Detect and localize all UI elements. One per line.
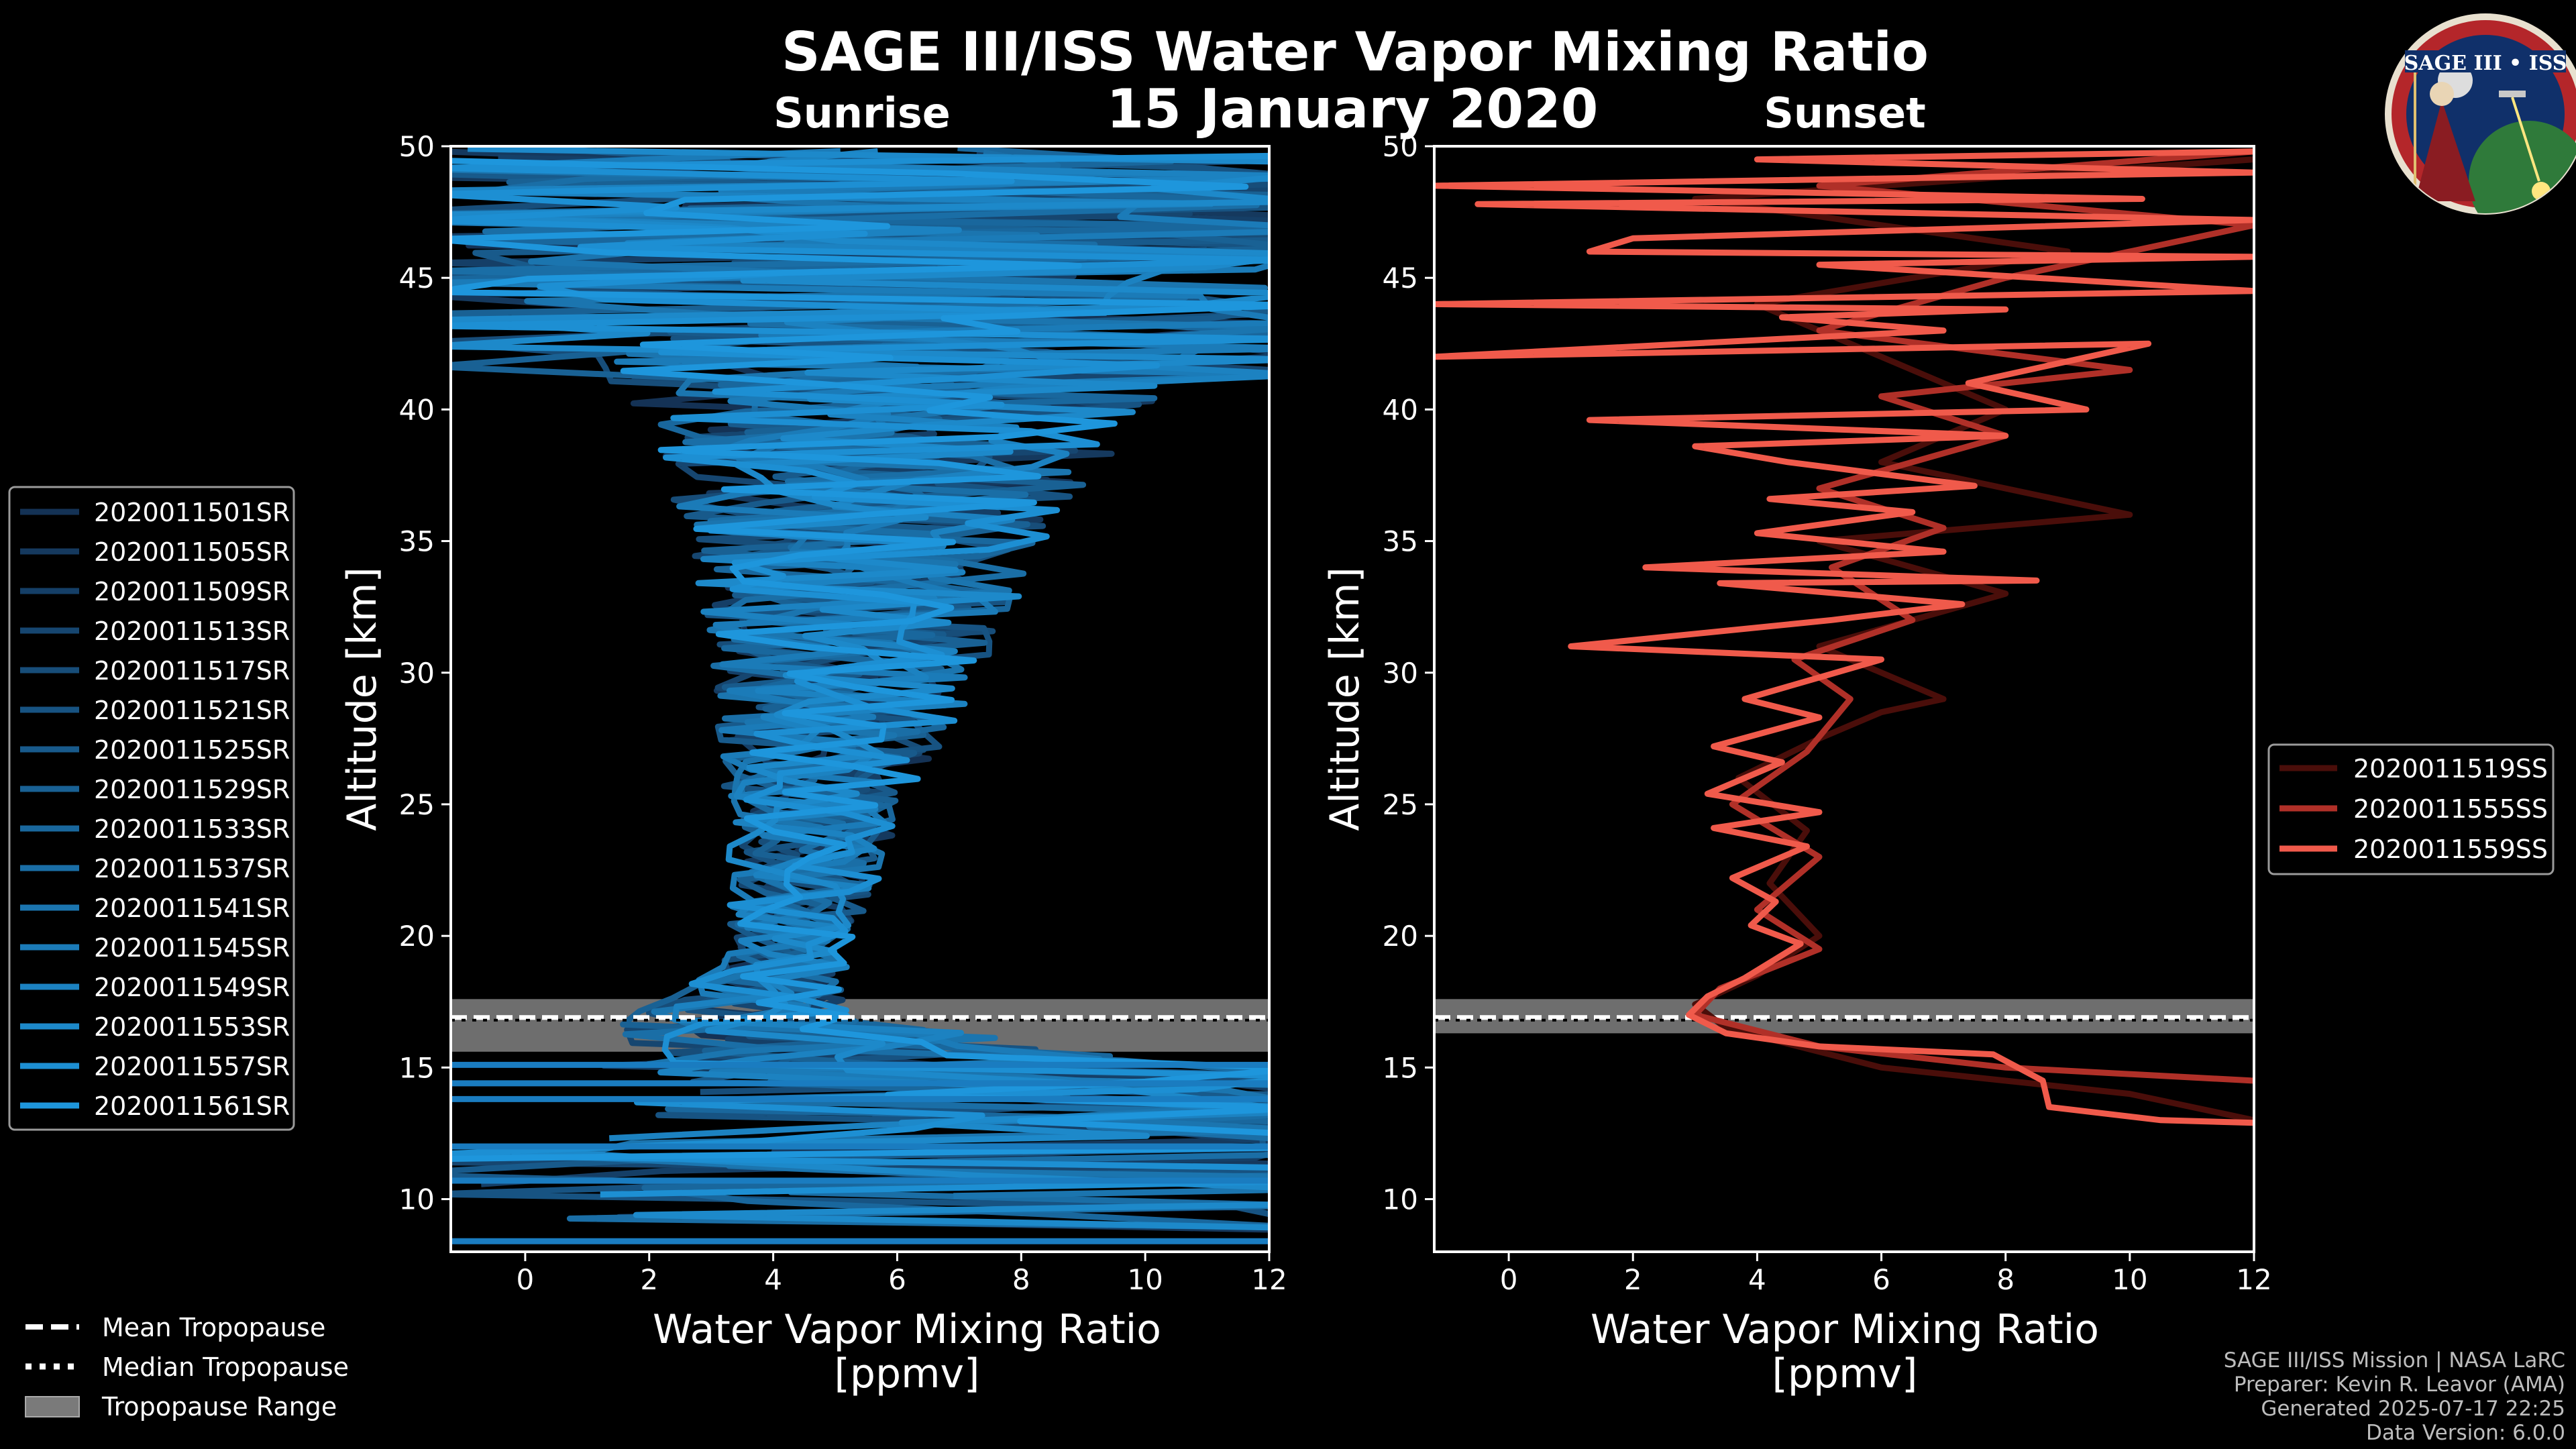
tropopause-legend: Mean Tropopause Median Tropopause Tropop… <box>25 1313 349 1421</box>
sunrise-legend-label: 2020011541SR <box>94 894 290 923</box>
sunset-ytick-label: 35 <box>1383 525 1418 558</box>
sunset-legend: 2020011519SS 2020011555SS 2020011559SS <box>2267 743 2555 875</box>
sunset-ytick-label: 45 <box>1383 262 1418 294</box>
iss-icon <box>2499 91 2526 97</box>
sunrise-ytick-label: 30 <box>399 657 435 690</box>
sunrise-legend-label: 2020011561SR <box>94 1091 290 1121</box>
sunrise-legend-label: 2020011525SR <box>94 735 290 765</box>
tropopause-range-label: Tropopause Range <box>101 1392 337 1421</box>
sunrise-legend-label: 2020011509SR <box>94 577 290 606</box>
sunrise-subtitle: Sunrise <box>773 89 951 138</box>
sunrise-xlabel-line1: Water Vapor Mixing Ratio <box>653 1306 1161 1353</box>
sunset-ylabel: Altitude [km] <box>1322 567 1368 831</box>
date-title: 15 January 2020 <box>1107 78 1599 140</box>
sunset-legend-label: 2020011519SS <box>2353 754 2548 784</box>
sunset-tropopause-range <box>1434 999 2254 1034</box>
sunset-ytick-label: 50 <box>1383 130 1418 163</box>
sunset-xtick-label: 4 <box>1748 1263 1766 1296</box>
sunset-subtitle: Sunset <box>1764 89 1926 138</box>
logo-text: SAGE III • ISS <box>2404 52 2567 75</box>
sunrise-legend-label: 2020011545SR <box>94 933 290 963</box>
sunrise-ytick-label: 20 <box>399 920 435 953</box>
sunset-legend-label: 2020011555SS <box>2353 794 2548 824</box>
sunrise-xtick-label: 6 <box>888 1263 906 1296</box>
footer-line-2: Preparer: Kevin R. Leavor (AMA) <box>2234 1373 2565 1397</box>
sunrise-xtick-label: 12 <box>1251 1263 1287 1296</box>
sunrise-profiles <box>451 146 1269 1244</box>
sunset-xtick-label: 12 <box>2236 1263 2271 1296</box>
sunrise-xtick-label: 10 <box>1127 1263 1163 1296</box>
sunset-xtick-label: 2 <box>1624 1263 1642 1296</box>
sunrise-legend-label: 2020011553SR <box>94 1012 290 1042</box>
mission-logo: SAGE III • ISS <box>2385 13 2576 215</box>
footer-line-3: Generated 2025-07-17 22:25 <box>2261 1397 2565 1421</box>
sunset-xtick-label: 8 <box>1996 1263 2015 1296</box>
sunrise-legend-box <box>8 486 295 1131</box>
sunrise-legend-label: 2020011517SR <box>94 656 290 686</box>
figure-title: SAGE III/ISS Water Vapor Mixing Ratio <box>782 21 1929 83</box>
sunrise-ytick-label: 35 <box>399 525 435 558</box>
sunrise-legend-label: 2020011513SR <box>94 616 290 646</box>
sunrise-profile-line <box>451 152 1269 1198</box>
sunrise-legend-label: 2020011529SR <box>94 775 290 804</box>
sunset-profile-line <box>1692 156 2254 1124</box>
sunset-xtick-label: 10 <box>2112 1263 2147 1296</box>
median-tropopause-label: Median Tropopause <box>102 1352 349 1382</box>
sunrise-panel: 0 2 4 6 8 10 12 10 15 20 25 30 35 40 45 50 Altitude [km… <box>339 130 1287 1397</box>
sunset-ytick-label: 40 <box>1383 393 1418 426</box>
sunset-profiles <box>1434 148 2254 1126</box>
sunrise-ytick-label: 25 <box>399 788 435 821</box>
sunrise-legend-label: 2020011505SR <box>94 537 290 567</box>
sunrise-ytick-label: 40 <box>399 393 435 426</box>
footer-line-4: Data Version: 6.0.0 <box>2366 1421 2565 1445</box>
sunset-profile-line <box>1434 148 2254 1126</box>
sunrise-legend-label: 2020011537SR <box>94 854 290 883</box>
sunset-legend-label: 2020011559SS <box>2353 835 2548 864</box>
sunrise-ytick-label: 45 <box>399 262 435 294</box>
sunrise-profile-line <box>451 158 1269 1163</box>
sunset-xlabel-line1: Water Vapor Mixing Ratio <box>1591 1306 2099 1353</box>
sunrise-ytick-label: 10 <box>399 1183 435 1216</box>
sunset-ytick-label: 10 <box>1383 1183 1418 1216</box>
sunrise-xtick-label: 4 <box>764 1263 782 1296</box>
sunset-ytick-label: 25 <box>1383 788 1418 821</box>
sunset-xtick-label: 0 <box>1500 1263 1518 1296</box>
sunset-axes-frame <box>1433 145 2255 1253</box>
footer-line-1: SAGE III/ISS Mission | NASA LaRC <box>2224 1348 2565 1373</box>
sunrise-xtick-label: 0 <box>517 1263 535 1296</box>
sunset-ytick-label: 15 <box>1383 1051 1418 1084</box>
sunset-ytick-label: 30 <box>1383 657 1418 690</box>
sunrise-ytick-label: 15 <box>399 1051 435 1084</box>
sunrise-legend-label: 2020011557SR <box>94 1052 290 1081</box>
sunrise-legend-label: 2020011549SR <box>94 973 290 1002</box>
sunrise-legend-label: 2020011533SR <box>94 814 290 844</box>
astronomer-figure-icon <box>2415 101 2475 201</box>
sunset-ytick-label: 20 <box>1383 920 1418 953</box>
mean-tropopause-label: Mean Tropopause <box>102 1313 325 1342</box>
sunrise-ytick-label: 50 <box>399 130 435 163</box>
sunrise-legend-label: 2020011501SR <box>94 498 290 527</box>
sunrise-legend-label: 2020011521SR <box>94 696 290 725</box>
sunrise-xtick-label: 2 <box>640 1263 658 1296</box>
sunrise-legend: 2020011501SR 2020011505SR 2020011509SR 2020… <box>8 486 295 1131</box>
sunset-panel: 0 2 4 6 8 10 12 10 15 20 25 30 35 40 45 50 Altitude [km… <box>1322 130 2272 1397</box>
sunset-legend-box <box>2267 743 2555 875</box>
footer: SAGE III/ISS Mission | NASA LaRC Prepare… <box>2224 1348 2565 1445</box>
sunrise-xlabel-line2: [ppmv] <box>835 1350 980 1397</box>
sunrise-ylabel: Altitude [km] <box>339 567 386 831</box>
sunrise-axes-frame <box>449 145 1271 1253</box>
sunset-xtick-label: 6 <box>1872 1263 1890 1296</box>
tropopause-range-swatch <box>25 1396 80 1417</box>
sunset-xlabel-line2: [ppmv] <box>1772 1350 1918 1397</box>
sunrise-xtick-label: 8 <box>1012 1263 1030 1296</box>
